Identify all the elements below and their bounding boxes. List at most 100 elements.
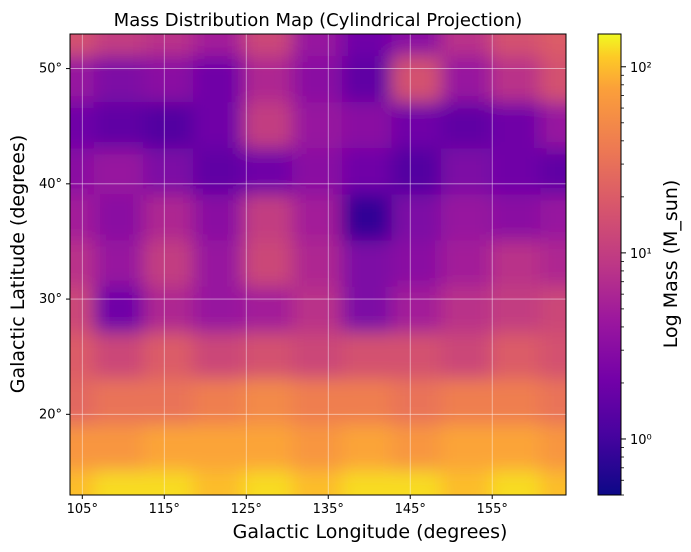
heatmap-cell (193, 470, 245, 495)
heatmap-cell (93, 194, 146, 243)
heatmap-cell (292, 102, 344, 151)
heatmap-cell (391, 194, 443, 243)
chart-title: Mass Distribution Map (Cylindrical Proje… (114, 10, 523, 31)
plot-area: 105° 115° 125° 135° 145° 155° 20° 30° 40° 50° (39, 33, 567, 517)
heatmap-cell (93, 34, 146, 59)
heatmap-cell (391, 34, 443, 59)
heatmap-cell (193, 332, 245, 381)
heatmap-cell (292, 148, 344, 197)
heatmap-cell (292, 240, 344, 289)
heatmap-cell (341, 148, 394, 197)
heatmap-cell (292, 286, 344, 335)
heatmap-cell (441, 424, 493, 473)
heatmap-cell (143, 378, 195, 427)
heatmap-cell (341, 470, 394, 495)
y-tick-label: 40° (39, 177, 62, 192)
colorbar: 10⁰ 10¹ 10² Log Mass (M_sun) (597, 33, 682, 496)
heatmap-cell (143, 240, 195, 289)
heatmap-cell (70, 240, 96, 289)
heatmap-cell (70, 378, 96, 427)
heatmap-cell (193, 424, 245, 473)
heatmap-cell (540, 424, 566, 473)
heatmap-cell (490, 148, 543, 197)
heatmap-cell (93, 286, 146, 335)
heatmap-cell (490, 470, 543, 495)
heatmap-cell (540, 102, 566, 151)
colorbar-tick-label: 10⁰ (630, 433, 652, 448)
x-tick-label: 105° (67, 502, 98, 517)
heatmap-cell (143, 102, 195, 151)
heatmap-cell (391, 332, 443, 381)
heatmap-cell (242, 470, 295, 495)
heatmap-cell (242, 194, 295, 243)
heatmap-cell (70, 286, 96, 335)
heatmap-cell (93, 148, 146, 197)
heatmap-cell (341, 34, 394, 59)
heatmap-cell (540, 34, 566, 59)
heatmap-cell (70, 102, 96, 151)
heatmap-cell (143, 286, 195, 335)
heatmap-cell (441, 240, 493, 289)
heatmap-cell (70, 56, 96, 105)
heatmap-cell (193, 56, 245, 105)
heatmap-cell (441, 34, 493, 59)
heatmap-cell (540, 332, 566, 381)
heatmap-cell (93, 424, 146, 473)
heatmap-cell (292, 332, 344, 381)
heatmap-cell (391, 378, 443, 427)
heatmap-cell (341, 56, 394, 105)
heatmap-cell (242, 148, 295, 197)
x-tick-label: 135° (313, 502, 344, 517)
heatmap-cell (193, 194, 245, 243)
heatmap-cell (70, 470, 96, 495)
heatmap-cell (193, 240, 245, 289)
x-tick-label: 125° (231, 502, 262, 517)
colorbar-ticks: 10⁰ 10¹ 10² (621, 61, 652, 496)
y-tick-label: 30° (39, 292, 62, 307)
heatmap-cell (441, 148, 493, 197)
heatmap-cell (441, 194, 493, 243)
x-tick-label: 155° (477, 502, 508, 517)
heatmap-cell (490, 102, 543, 151)
heatmap-cell (540, 148, 566, 197)
heatmap-cell (441, 332, 493, 381)
heatmap-cell (70, 194, 96, 243)
heatmap-cell (341, 102, 394, 151)
heatmap-cell (242, 56, 295, 105)
heatmap-cell (143, 424, 195, 473)
colorbar-label: Log Mass (M_sun) (660, 180, 682, 349)
heatmap-cell (193, 102, 245, 151)
heatmap-cell (70, 332, 96, 381)
heatmap-cell (143, 34, 195, 59)
heatmap-cell (490, 194, 543, 243)
heatmap-cell (242, 34, 295, 59)
x-tick-label: 115° (149, 502, 180, 517)
y-tick-label: 20° (39, 407, 62, 422)
heatmap-cell (193, 148, 245, 197)
heatmap-cell (391, 470, 443, 495)
heatmap-cell (292, 194, 344, 243)
heatmap-cell (391, 148, 443, 197)
heatmap-cell (242, 102, 295, 151)
colorbar-tick-label: 10² (630, 61, 652, 76)
heatmap-cell (441, 56, 493, 105)
heatmap-cell (490, 378, 543, 427)
heatmap-cell (292, 56, 344, 105)
heatmap-cell (242, 240, 295, 289)
heatmap-cell (292, 470, 344, 495)
heatmap-cell (391, 56, 443, 105)
heatmap-cell (540, 286, 566, 335)
heatmap-cell (143, 56, 195, 105)
heatmap-cell (490, 240, 543, 289)
heatmap-cell (540, 240, 566, 289)
heatmap-cell (292, 424, 344, 473)
heatmap-cell (540, 56, 566, 105)
heatmap-cell (292, 378, 344, 427)
heatmap-cell (242, 424, 295, 473)
plot-frame (69, 33, 567, 496)
heatmap-cell (70, 424, 96, 473)
heatmap-cell (93, 240, 146, 289)
x-axis-label: Galactic Longitude (degrees) (233, 521, 508, 543)
heatmap-cell (143, 194, 195, 243)
